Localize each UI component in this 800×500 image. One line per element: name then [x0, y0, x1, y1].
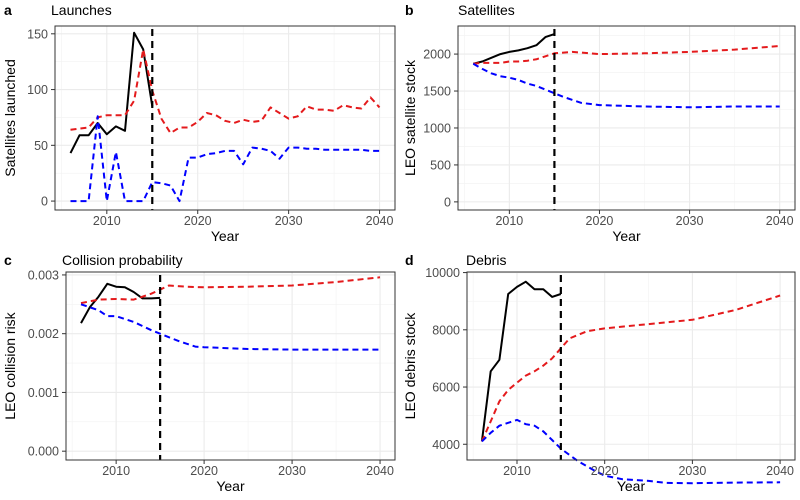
panel-letter: a [4, 2, 12, 18]
panel-title: Satellites [458, 2, 515, 18]
series-line-blue-dashed [80, 303, 380, 351]
gridlines [66, 272, 395, 460]
x-tick-label: 2010 [102, 464, 130, 478]
y-axis-title: LEO debris stock [402, 312, 418, 420]
y-tick-label: 150 [27, 27, 48, 41]
series-line-black-solid [69, 31, 154, 154]
panel-letter: c [4, 252, 12, 268]
y-tick-label: 2000 [423, 48, 451, 62]
x-axis-title: Year [612, 228, 641, 244]
panel-border [65, 271, 396, 461]
series-line-black-solid [480, 280, 562, 442]
panel-title: Collision probability [62, 252, 183, 268]
chart-panel-a: 2010 2020 2030 2040 0 50 100 150 Year Satellites … [2, 2, 396, 244]
y-tick-label: 1000 [423, 121, 451, 135]
plot-background [467, 272, 795, 460]
series-line-red-dashed [80, 276, 381, 305]
x-tick-label: 2010 [495, 214, 523, 228]
y-tick-label: 100 [27, 83, 48, 97]
panel-border [466, 271, 796, 461]
y-tick-label: 4000 [432, 438, 460, 452]
x-axis-title: Year [216, 478, 245, 494]
y-tick-label: 1500 [423, 85, 451, 99]
panel-letter: b [405, 2, 414, 18]
y-tick-label: 0 [41, 195, 48, 209]
x-tick-label: 2020 [190, 464, 218, 478]
chart-panel-c: 2010 2020 2030 2040 0.000 0.001 0.002 0.003 Year… [2, 252, 396, 494]
chart-panel-d: 2010 2020 2030 2040 4000 6000 8000 10000 Year LEO… [402, 252, 796, 494]
gridlines [458, 26, 795, 210]
panel-title: Launches [51, 2, 112, 18]
series-line-red-dashed [473, 45, 780, 65]
x-tick-label: 2020 [184, 214, 212, 228]
y-axis-title: LEO satellite stock [402, 59, 418, 176]
panel-border [54, 25, 396, 211]
y-tick-label: 0.002 [28, 327, 59, 341]
series-line-black-solid [80, 282, 161, 324]
panel-letter: d [405, 252, 414, 268]
panel-title: Debris [466, 252, 506, 268]
x-tick-label: 2030 [676, 214, 704, 228]
plot-background [66, 272, 395, 460]
x-tick-label: 2040 [766, 214, 794, 228]
series-line-blue-dashed [70, 115, 380, 203]
x-tick-label: 2010 [503, 464, 531, 478]
x-tick-label: 2020 [586, 214, 614, 228]
panel-border [457, 25, 796, 211]
y-tick-label: 50 [34, 139, 48, 153]
plot-background [458, 26, 795, 210]
y-tick-label: 0 [444, 195, 451, 209]
y-tick-label: 10000 [425, 266, 460, 280]
x-tick-label: 2040 [766, 464, 794, 478]
y-axis-title: LEO collision risk [2, 311, 18, 419]
series-line-black-solid [473, 33, 555, 65]
y-tick-label: 0.001 [28, 386, 59, 400]
x-tick-label: 2040 [366, 214, 394, 228]
gridlines [55, 26, 395, 210]
x-tick-label: 2010 [93, 214, 121, 228]
y-tick-label: 8000 [432, 323, 460, 337]
x-tick-label: 2030 [678, 464, 706, 478]
y-axis-title: Satellites launched [2, 59, 18, 177]
y-tick-label: 500 [430, 158, 451, 172]
series-line-blue-dashed [472, 62, 780, 109]
y-tick-label: 0.000 [28, 445, 59, 459]
x-tick-label: 2020 [591, 464, 619, 478]
plot-background [55, 26, 395, 210]
y-tick-label: 0.003 [28, 268, 59, 282]
gridlines [467, 272, 795, 460]
x-tick-label: 2030 [278, 464, 306, 478]
series-line-red-dashed [480, 294, 781, 442]
x-tick-label: 2040 [366, 464, 394, 478]
x-axis-title: Year [211, 228, 240, 244]
y-tick-label: 6000 [432, 381, 460, 395]
series-line-red-dashed [70, 48, 381, 135]
x-axis-title: Year [617, 478, 646, 494]
x-tick-label: 2030 [275, 214, 303, 228]
chart-panel-b: 2010 2020 2030 2040 0 500 1000 1500 2000 Year LEO … [402, 2, 796, 244]
